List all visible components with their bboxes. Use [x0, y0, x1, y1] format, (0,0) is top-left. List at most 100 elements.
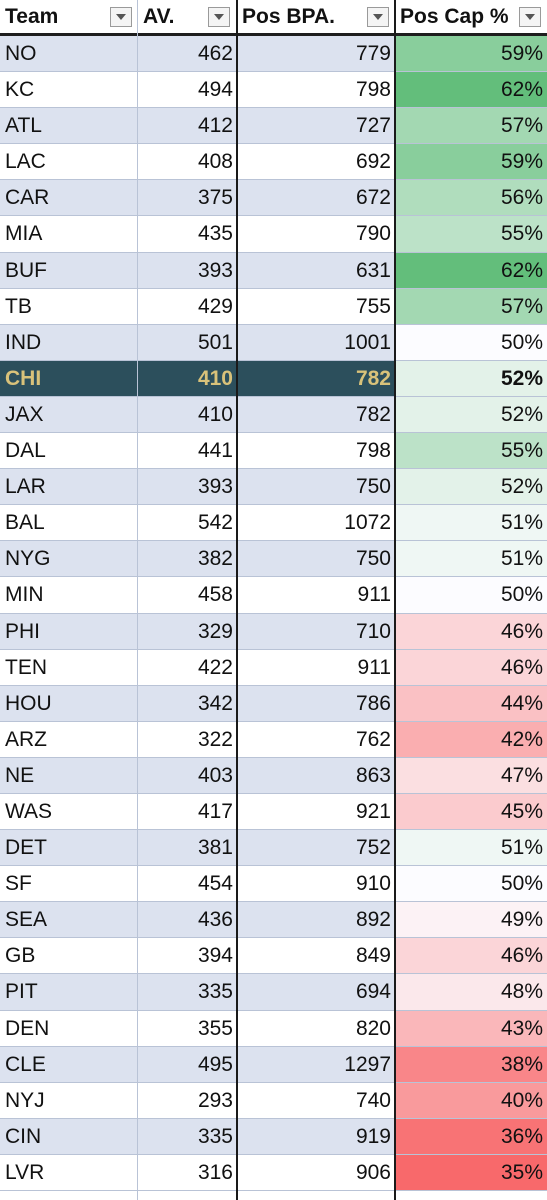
team-cell[interactable]: LVR [5, 1160, 45, 1184]
bpa-cell[interactable]: 919 [355, 1124, 391, 1148]
av-cell[interactable]: 316 [197, 1160, 233, 1184]
team-cell[interactable]: ATL [5, 114, 42, 138]
team-cell[interactable]: NO [5, 42, 37, 65]
table-row[interactable]: PHI 329 710 46% [0, 613, 547, 650]
table-row[interactable]: DEN 355 820 43% [0, 1010, 547, 1047]
av-cell[interactable]: 436 [197, 908, 233, 932]
bpa-cell[interactable]: 892 [355, 908, 391, 932]
team-cell[interactable]: LAC [5, 150, 46, 174]
team-cell[interactable]: SEA [5, 908, 48, 932]
table-row[interactable]: CAR 375 672 56% [0, 180, 547, 217]
team-cell[interactable]: CLE [5, 1052, 46, 1076]
cap-cell[interactable]: 48% [395, 974, 547, 1010]
av-cell[interactable]: 542 [197, 511, 233, 535]
cap-cell[interactable]: 43% [395, 1010, 547, 1046]
cap-cell[interactable]: 51% [395, 830, 547, 866]
cap-cell[interactable]: 59% [395, 144, 547, 180]
av-cell[interactable]: 494 [197, 78, 233, 102]
team-cell[interactable]: KC [5, 78, 35, 102]
av-cell[interactable]: 329 [197, 619, 233, 643]
cap-cell[interactable]: 57% [395, 108, 547, 144]
table-row[interactable]: WAS 417 921 45% [0, 793, 547, 831]
header-bpa[interactable]: Pos BPA. [237, 0, 395, 34]
table-row[interactable]: NYG 382 750 51% [0, 541, 547, 578]
cap-cell[interactable]: 52% [395, 469, 547, 505]
table-row[interactable]: BUF 393 631 62% [0, 252, 547, 289]
bpa-cell[interactable]: 740 [355, 1088, 391, 1112]
cap-cell[interactable]: 62% [395, 252, 547, 288]
team-cell[interactable]: CHI [5, 366, 42, 390]
bpa-cell[interactable]: 672 [355, 186, 391, 210]
team-cell[interactable]: MIA [5, 222, 43, 246]
bpa-cell[interactable]: 710 [355, 619, 391, 643]
bpa-cell[interactable]: 820 [355, 1016, 391, 1040]
bpa-cell[interactable]: 1297 [344, 1052, 391, 1076]
bpa-cell[interactable]: 863 [355, 763, 391, 787]
bpa-cell[interactable]: 750 [355, 475, 391, 499]
cap-cell[interactable]: 45% [395, 793, 547, 830]
table-row[interactable]: NYJ 293 740 40% [0, 1082, 547, 1119]
av-cell[interactable]: 355 [197, 1016, 233, 1040]
av-cell[interactable]: 394 [197, 944, 233, 968]
table-row[interactable]: GB 394 849 46% [0, 938, 547, 975]
table-row[interactable]: ATL 412 727 57% [0, 108, 547, 145]
table-row[interactable]: IND 501 1001 50% [0, 324, 547, 361]
team-cell[interactable]: NYG [5, 547, 51, 571]
bpa-cell[interactable]: 727 [355, 114, 391, 138]
bpa-filter-dropdown-icon[interactable] [367, 7, 389, 27]
table-row[interactable]: CLE 495 1297 38% [0, 1046, 547, 1083]
table-row[interactable]: PIT 335 694 48% [0, 974, 547, 1011]
cap-cell[interactable]: 46% [395, 613, 547, 649]
av-cell[interactable]: 501 [197, 330, 233, 354]
bpa-cell[interactable]: 911 [357, 583, 391, 607]
av-cell[interactable]: 462 [197, 42, 233, 65]
team-cell[interactable]: BUF [5, 258, 47, 282]
bpa-cell[interactable]: 631 [355, 258, 391, 282]
table-row[interactable]: SF 454 910 50% [0, 866, 547, 903]
team-cell[interactable]: ARZ [5, 727, 47, 751]
cap-cell[interactable]: 62% [395, 72, 547, 108]
team-cell[interactable]: MIN [5, 583, 44, 607]
team-cell[interactable]: NE [5, 763, 35, 787]
team-cell[interactable]: JAX [5, 402, 44, 426]
team-cell[interactable]: IND [5, 330, 42, 354]
team-cell[interactable]: LAR [5, 475, 46, 499]
cap-cell[interactable]: 59% [395, 36, 547, 72]
bpa-cell[interactable]: 692 [355, 150, 391, 174]
av-cell[interactable]: 417 [197, 799, 233, 823]
header-cap[interactable]: Pos Cap % [395, 0, 547, 34]
cap-cell[interactable]: 55% [395, 216, 547, 252]
cap-cell[interactable]: 42% [395, 721, 547, 757]
cap-cell[interactable]: 50% [395, 324, 547, 360]
cap-cell[interactable]: 47% [395, 757, 547, 793]
table-row[interactable]: HOU 342 786 44% [0, 685, 547, 722]
av-cell[interactable]: 429 [197, 294, 233, 318]
av-cell[interactable]: 375 [197, 186, 233, 210]
cap-cell[interactable]: 51% [395, 541, 547, 577]
av-cell[interactable]: 410 [197, 402, 233, 426]
bpa-cell[interactable]: 921 [355, 799, 391, 823]
cap-filter-dropdown-icon[interactable] [519, 7, 541, 27]
cap-cell[interactable]: 50% [395, 866, 547, 902]
header-av[interactable]: AV. [138, 0, 237, 34]
cap-cell[interactable]: 36% [395, 1118, 547, 1154]
table-row[interactable]: KC 494 798 62% [0, 72, 547, 109]
av-cell[interactable]: 293 [197, 1088, 233, 1112]
av-cell[interactable]: 454 [197, 872, 233, 896]
bpa-cell[interactable]: 911 [357, 655, 391, 679]
cap-cell[interactable]: 35% [395, 1154, 547, 1190]
av-cell[interactable]: 422 [197, 655, 233, 679]
team-cell[interactable]: DEN [5, 1016, 50, 1040]
cap-cell[interactable]: 52% [395, 360, 547, 396]
team-cell[interactable]: HOU [5, 691, 52, 715]
av-cell[interactable]: 335 [197, 980, 233, 1004]
av-cell[interactable]: 410 [197, 366, 233, 390]
table-row[interactable]: MIN 458 911 50% [0, 577, 547, 614]
table-row[interactable]: CIN 335 919 36% [0, 1118, 547, 1155]
bpa-cell[interactable]: 790 [355, 222, 391, 246]
av-cell[interactable]: 403 [197, 763, 233, 787]
bpa-cell[interactable]: 849 [355, 944, 391, 968]
team-cell[interactable]: CIN [5, 1124, 42, 1148]
av-cell[interactable]: 382 [197, 547, 233, 571]
table-row[interactable]: LAR 393 750 52% [0, 469, 547, 506]
